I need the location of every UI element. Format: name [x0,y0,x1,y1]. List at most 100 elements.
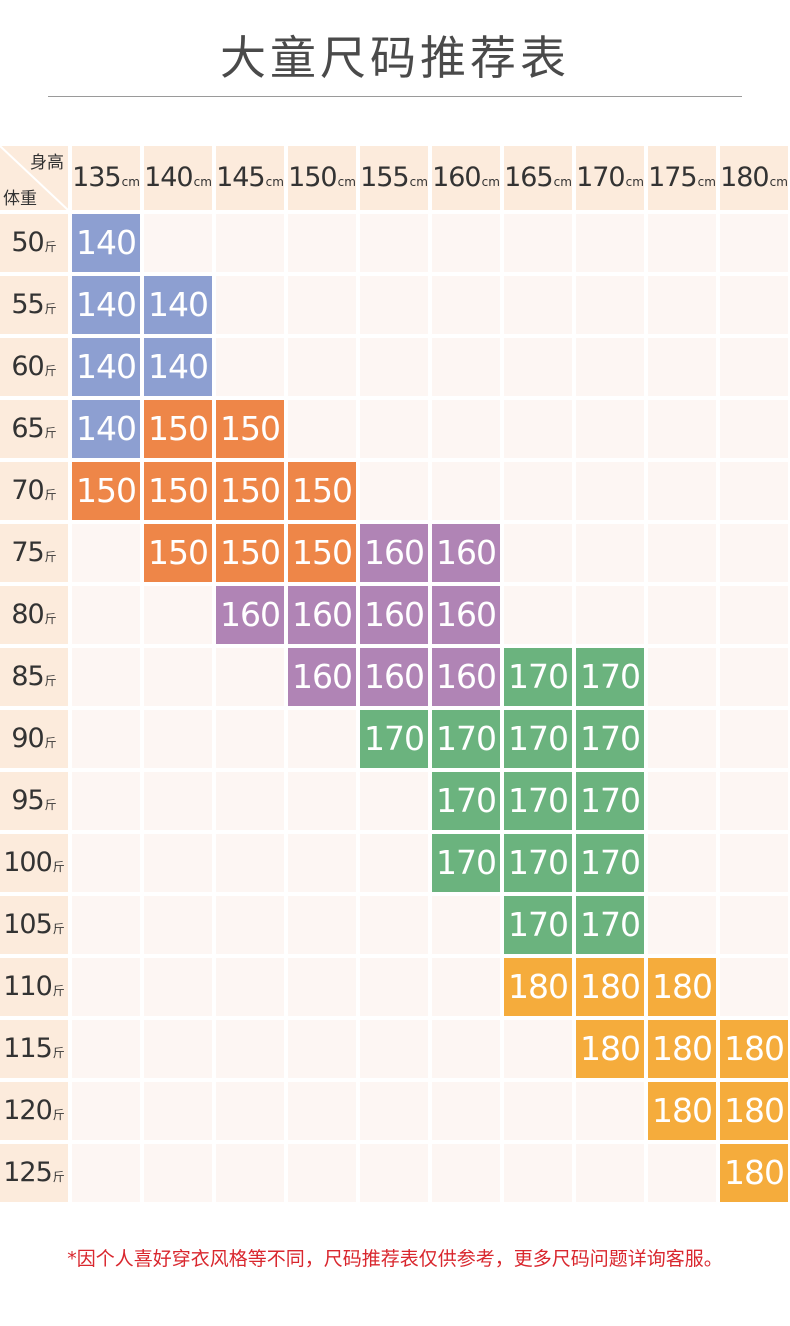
empty-cell [504,462,572,520]
size-cell-160: 160 [216,586,284,644]
empty-cell [360,1144,428,1202]
weight-unit: 斤 [44,426,57,440]
weight-unit: 斤 [44,240,57,254]
weight-value: 80 [11,599,44,630]
empty-cell [504,524,572,582]
empty-cell [432,1144,500,1202]
weight-value: 55 [11,289,44,320]
empty-cell [576,1082,644,1140]
height-header-175: 175cm [648,146,716,210]
height-header-165: 165cm [504,146,572,210]
weight-unit: 斤 [52,922,65,936]
weight-value: 90 [11,723,44,754]
weight-unit: 斤 [44,612,57,626]
empty-cell [288,400,356,458]
size-cell-160: 160 [432,524,500,582]
empty-cell [720,400,788,458]
size-cell-140: 140 [72,214,140,272]
size-cell-140: 140 [144,338,212,396]
empty-cell [72,958,140,1016]
empty-cell [144,834,212,892]
empty-cell [288,772,356,830]
size-cell-180: 180 [504,958,572,1016]
size-cell-180: 180 [648,1082,716,1140]
weight-header-75: 75斤 [0,524,68,582]
size-cell-170: 170 [576,710,644,768]
empty-cell [216,1020,284,1078]
empty-cell [432,462,500,520]
empty-cell [432,958,500,1016]
height-value: 175 [648,162,698,193]
size-cell-160: 160 [360,648,428,706]
height-header-150: 150cm [288,146,356,210]
weight-header-70: 70斤 [0,462,68,520]
empty-cell [504,1020,572,1078]
empty-cell [288,896,356,954]
empty-cell [432,896,500,954]
empty-cell [720,896,788,954]
title-divider [48,96,742,97]
size-cell-160: 160 [360,524,428,582]
height-unit: cm [265,175,284,189]
empty-cell [216,710,284,768]
empty-cell [648,462,716,520]
size-cell-180: 180 [720,1144,788,1202]
height-header-155: 155cm [360,146,428,210]
empty-cell [720,958,788,1016]
empty-cell [504,586,572,644]
empty-cell [504,214,572,272]
height-unit: cm [193,175,212,189]
empty-cell [720,338,788,396]
empty-cell [144,772,212,830]
size-cell-160: 160 [288,586,356,644]
size-cell-150: 150 [72,462,140,520]
weight-header-105: 105斤 [0,896,68,954]
size-cell-170: 170 [576,772,644,830]
size-cell-170: 170 [576,896,644,954]
empty-cell [144,958,212,1016]
empty-cell [360,338,428,396]
size-cell-150: 150 [216,524,284,582]
empty-cell [144,1020,212,1078]
weight-value: 75 [11,537,44,568]
weight-unit: 斤 [44,550,57,564]
size-cell-180: 180 [720,1020,788,1078]
weight-header-110: 110斤 [0,958,68,1016]
empty-cell [648,400,716,458]
empty-cell [576,276,644,334]
empty-cell [432,214,500,272]
empty-cell [216,834,284,892]
height-unit: cm [409,175,428,189]
table-corner-header: 身高 体重 [0,146,68,210]
size-cell-160: 160 [432,586,500,644]
empty-cell [288,338,356,396]
empty-cell [360,896,428,954]
empty-cell [144,1082,212,1140]
empty-cell [720,462,788,520]
empty-cell [288,958,356,1016]
empty-cell [432,276,500,334]
weight-value: 105 [3,909,53,940]
empty-cell [288,1020,356,1078]
empty-cell [576,586,644,644]
empty-cell [72,710,140,768]
empty-cell [720,772,788,830]
empty-cell [648,772,716,830]
height-header-140: 140cm [144,146,212,210]
weight-unit: 斤 [44,302,57,316]
size-cell-150: 150 [288,462,356,520]
empty-cell [504,1144,572,1202]
empty-cell [216,214,284,272]
empty-cell [288,710,356,768]
empty-cell [720,834,788,892]
weight-unit: 斤 [44,798,57,812]
empty-cell [144,648,212,706]
weight-value: 85 [11,661,44,692]
size-cell-150: 150 [144,524,212,582]
height-unit: cm [769,175,788,189]
empty-cell [720,214,788,272]
empty-cell [144,586,212,644]
empty-cell [360,276,428,334]
size-cell-140: 140 [72,276,140,334]
height-value: 165 [504,162,554,193]
